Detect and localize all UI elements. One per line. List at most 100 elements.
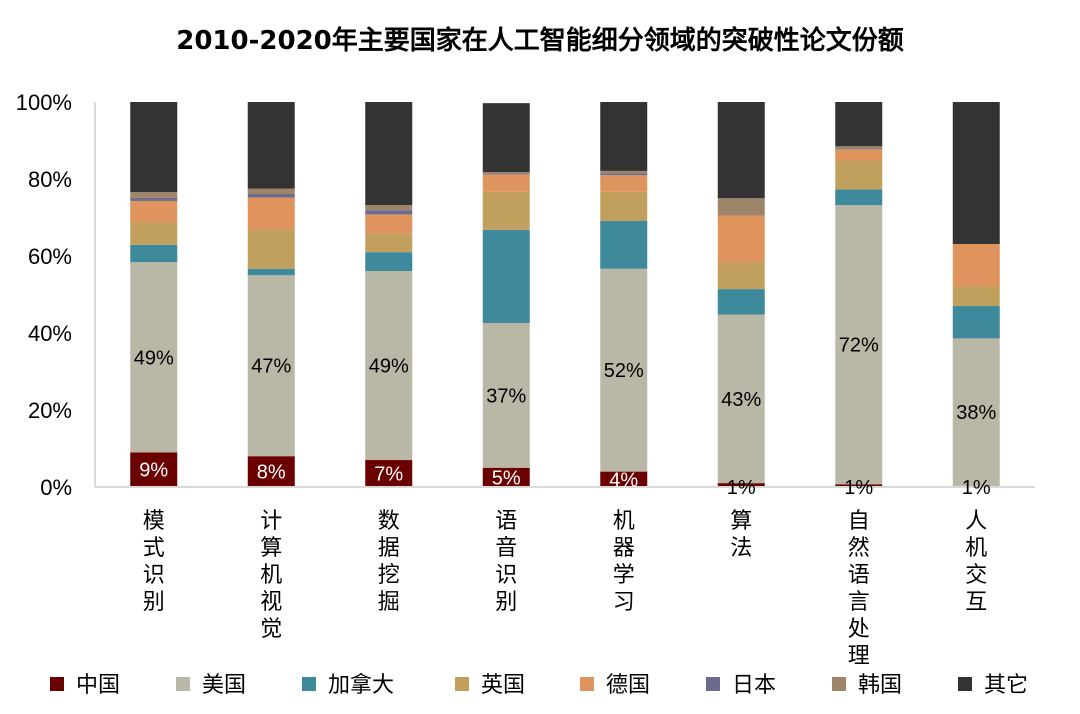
bar-segment-6 xyxy=(130,192,178,198)
bar-segment-1 xyxy=(952,338,1000,486)
data-label: 72% xyxy=(839,335,879,357)
legend-label: 其它 xyxy=(984,673,1028,698)
y-tick-label: 60% xyxy=(28,244,72,269)
bar-segment-4 xyxy=(482,174,530,192)
bar-segment-7 xyxy=(247,102,295,189)
data-label: 37% xyxy=(486,385,526,407)
data-label: 9% xyxy=(139,460,168,482)
data-label: 1% xyxy=(844,477,873,499)
data-label: 49% xyxy=(369,356,409,378)
bar-segment-6 xyxy=(482,172,530,174)
data-label: 8% xyxy=(257,462,286,484)
x-tick-label: 数据挖掘 xyxy=(378,509,400,615)
x-tick-label: 人机交互 xyxy=(965,509,987,615)
bar-segment-6 xyxy=(365,205,413,211)
bar-segment-6 xyxy=(717,198,765,216)
bar-segment-0 xyxy=(717,483,765,487)
bar-segment-2 xyxy=(365,252,413,272)
data-label: 38% xyxy=(956,402,996,424)
bar-segment-7 xyxy=(365,102,413,206)
bar-segment-4 xyxy=(835,149,883,161)
bar-segment-4 xyxy=(365,214,413,234)
data-label: 1% xyxy=(727,477,756,499)
x-tick-label: 自然语言处理 xyxy=(848,509,870,669)
data-label: 43% xyxy=(721,389,761,411)
legend-swatch xyxy=(302,677,316,691)
data-label: 52% xyxy=(604,360,644,382)
bar-segment-2 xyxy=(482,229,530,323)
chart-title: 2010-2020年主要国家在人工智能细分领域的突破性论文份额 xyxy=(176,26,904,56)
y-tick-label: 40% xyxy=(28,321,72,346)
bar-segment-7 xyxy=(482,103,530,173)
bar-segment-1 xyxy=(482,322,530,468)
y-tick-label: 20% xyxy=(28,398,72,423)
bar-segment-5 xyxy=(600,173,648,176)
bar-segment-1 xyxy=(717,314,765,484)
y-tick-label: 80% xyxy=(28,167,72,192)
bar-segment-6 xyxy=(247,188,295,195)
bar-segment-1 xyxy=(365,271,413,461)
bar-segment-0 xyxy=(130,452,178,487)
bar-segment-3 xyxy=(600,191,648,221)
bar-segment-7 xyxy=(952,102,1000,245)
bar-segment-3 xyxy=(717,262,765,290)
bar-segment-5 xyxy=(482,173,530,175)
bar-segment-7 xyxy=(835,102,883,147)
bar-segment-4 xyxy=(717,215,765,263)
legend-swatch xyxy=(832,677,846,691)
bar-segment-0 xyxy=(365,460,413,487)
bar-segment-4 xyxy=(600,175,648,192)
data-label: 5% xyxy=(492,467,521,489)
bar-segment-3 xyxy=(365,233,413,253)
legend-label: 韩国 xyxy=(858,673,902,698)
bar-segment-0 xyxy=(247,456,295,487)
bar-segment-1 xyxy=(600,268,648,472)
legend-label: 美国 xyxy=(202,673,246,698)
data-label: 1% xyxy=(962,477,991,499)
bar-segment-5 xyxy=(130,197,178,201)
bar-segment-3 xyxy=(952,286,1000,307)
legend-swatch xyxy=(958,677,972,691)
bar-segment-5 xyxy=(247,194,295,198)
y-tick-label: 0% xyxy=(40,475,72,500)
bar-segment-2 xyxy=(717,289,765,315)
legend-swatch xyxy=(176,677,190,691)
data-label: 4% xyxy=(609,469,638,491)
legend-swatch xyxy=(50,677,64,691)
bar-segment-0 xyxy=(600,471,648,487)
bar-segment-2 xyxy=(247,268,295,276)
legend-label: 英国 xyxy=(481,673,525,698)
legend-swatch xyxy=(455,677,469,691)
bar-segment-4 xyxy=(247,197,295,230)
bar-segment-2 xyxy=(130,244,178,263)
x-tick-label: 机器学习 xyxy=(613,509,635,615)
legend-label: 加拿大 xyxy=(328,672,394,698)
bar-segment-6 xyxy=(600,170,648,174)
bar-segment-3 xyxy=(835,160,883,190)
legend-swatch xyxy=(580,677,594,691)
x-tick-label: 计算机视觉 xyxy=(260,509,282,642)
bar-segment-1 xyxy=(835,205,883,485)
x-tick-label: 语音识别 xyxy=(495,509,517,615)
bar-segment-5 xyxy=(365,210,413,215)
bar-segment-4 xyxy=(130,200,178,223)
bar-segment-2 xyxy=(952,306,1000,339)
bar-segment-1 xyxy=(130,262,178,453)
bar-segment-4 xyxy=(952,244,1000,287)
data-label: 47% xyxy=(251,356,291,378)
bar-segment-7 xyxy=(130,102,178,193)
bar-segment-3 xyxy=(482,191,530,230)
x-tick-label: 模式识别 xyxy=(143,509,165,615)
y-tick-label: 100% xyxy=(16,90,72,115)
legend-label: 日本 xyxy=(732,673,776,698)
x-tick-label: 算法 xyxy=(730,509,752,561)
bar-segment-3 xyxy=(247,229,295,269)
bar-segment-2 xyxy=(600,220,648,269)
bar-segment-7 xyxy=(717,102,765,199)
bar-segment-0 xyxy=(835,484,883,487)
data-label: 49% xyxy=(134,347,174,369)
legend-label: 中国 xyxy=(76,673,120,698)
legend-label: 德国 xyxy=(606,673,650,698)
bar-segment-0 xyxy=(482,467,530,487)
